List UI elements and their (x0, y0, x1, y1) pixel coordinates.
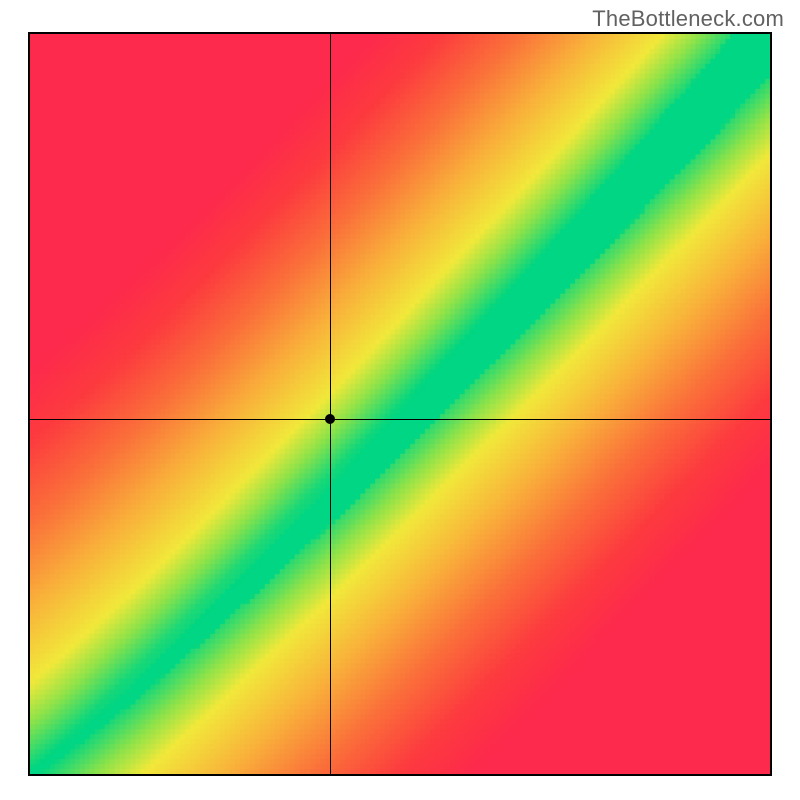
heatmap-frame (28, 32, 772, 776)
heatmap-canvas (30, 34, 770, 774)
watermark-text: TheBottleneck.com (592, 6, 784, 32)
